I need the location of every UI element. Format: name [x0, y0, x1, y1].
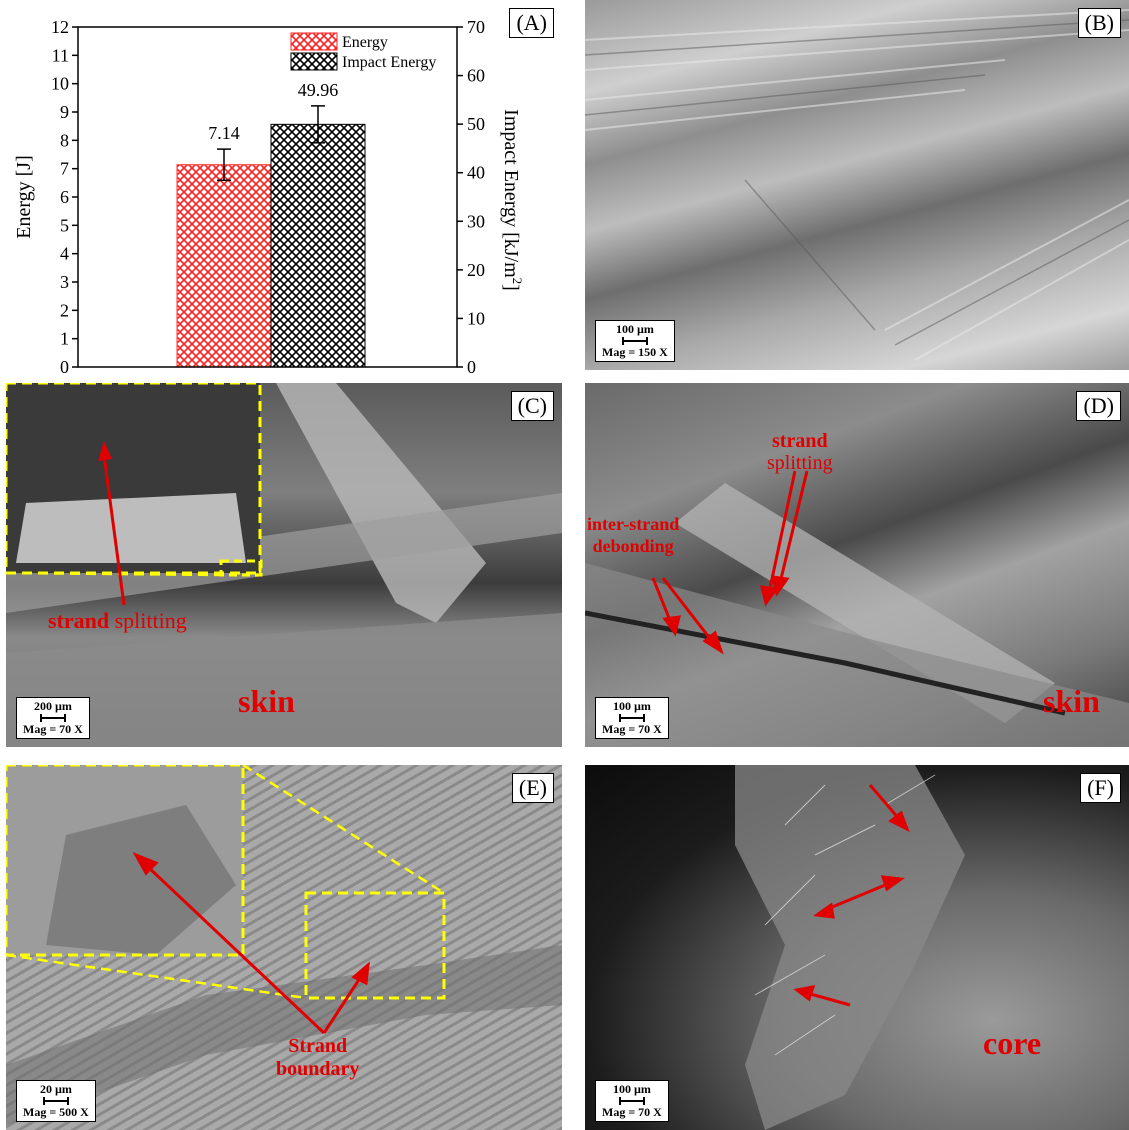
y-left-tick-label: 12 — [51, 17, 69, 37]
y-right-tick-label: 60 — [467, 66, 485, 86]
debond-texture — [585, 470, 1129, 747]
core-texture — [735, 765, 965, 1130]
region-label-skin-d: skin — [1043, 683, 1100, 719]
scale-bar-d: 100 µm Mag = 70 X — [595, 697, 669, 739]
region-label-core: core — [983, 1025, 1042, 1061]
region-label-skin: skin — [238, 683, 295, 719]
y-left-tick-label: 11 — [52, 45, 69, 65]
boundary-texture — [6, 765, 562, 1125]
y-left-tick-label: 7 — [60, 159, 69, 179]
y-left-tick-label: 2 — [60, 300, 69, 320]
panel-label-e: (E) — [511, 773, 554, 803]
scale-bar-e: 20 µm Mag = 500 X — [16, 1080, 96, 1122]
legend: Energy Impact Energy — [288, 30, 448, 74]
plot-frame — [77, 26, 458, 368]
panel-c-micrograph: (C) strand splitting skin 200 µm Mag = 7… — [6, 383, 562, 747]
panel-label-b: (B) — [1077, 8, 1121, 38]
y-right-tick-label: 50 — [467, 114, 485, 134]
y-right-tick-label: 10 — [467, 308, 485, 328]
panel-label-d: (D) — [1076, 391, 1121, 421]
panel-e-micrograph: (E) Strand boundary 20 µm Mag = 500 X — [6, 765, 562, 1130]
y-right-tick-label: 40 — [467, 163, 485, 183]
y-left-tick-label: 3 — [60, 272, 69, 292]
bar-value-label: 49.96 — [298, 80, 339, 100]
legend-label-impact: Impact Energy — [342, 54, 436, 71]
y-right-tick-label: 70 — [467, 17, 485, 37]
panel-label-a: (A) — [509, 8, 554, 38]
annotation-strand-splitting-d: strand splitting — [767, 430, 833, 474]
annotation-strand-boundary: Strand boundary — [276, 1035, 360, 1080]
scale-bar-f: 100 µm Mag = 70 X — [595, 1080, 669, 1122]
y-axis-right-label: Impact Energy [kJ/m2] — [500, 109, 525, 291]
fiber-texture — [585, 9, 1129, 361]
scale-bar-c: 200 µm Mag = 70 X — [16, 697, 90, 739]
y-axis-left-label: Energy [J] — [13, 155, 35, 239]
bar-value-label: 7.14 — [208, 123, 240, 143]
panel-b-micrograph: (B) 100 µm Mag = 150 X — [585, 0, 1129, 370]
bar-chart: 01234567891011120102030405060707.1449.96… — [13, 17, 525, 375]
y-left-tick-label: 1 — [60, 329, 69, 349]
panel-label-c: (C) — [510, 391, 554, 421]
legend-swatch-energy — [290, 32, 338, 51]
bar-energy — [176, 164, 272, 368]
legend-swatch-impact — [290, 52, 338, 71]
y-left-tick-label: 4 — [60, 244, 69, 264]
panel-f-micrograph: (F) core 100 µm Mag = 70 X — [585, 765, 1129, 1130]
y-left-tick-label: 8 — [60, 130, 69, 150]
annotation-inter-strand-debonding: inter-strand debonding — [587, 514, 680, 556]
y-left-tick-label: 5 — [60, 215, 69, 235]
legend-label-energy: Energy — [342, 34, 388, 51]
y-right-tick-label: 30 — [467, 211, 485, 231]
strand-texture — [6, 383, 562, 747]
y-left-tick-label: 6 — [60, 187, 69, 207]
annotation-strand-splitting: strand splitting — [48, 608, 187, 633]
y-right-tick-label: 0 — [467, 357, 476, 375]
y-left-tick-label: 0 — [60, 357, 69, 375]
y-left-tick-label: 10 — [51, 74, 69, 94]
panel-d-micrograph: (D) strand splitting inter-strand debond… — [585, 383, 1129, 747]
y-right-tick-label: 20 — [467, 260, 485, 280]
panel-a-chart: 0 1 2 3 4 5 6 7 8 9 10 11 12 0 10 20 30 40 50 60 70 7.14 49.96… — [0, 0, 562, 375]
scale-bar-b: 100 µm Mag = 150 X — [595, 320, 675, 362]
panel-label-f: (F) — [1080, 773, 1121, 803]
bar-impact-energy — [270, 123, 366, 368]
y-left-tick-label: 9 — [60, 102, 69, 122]
